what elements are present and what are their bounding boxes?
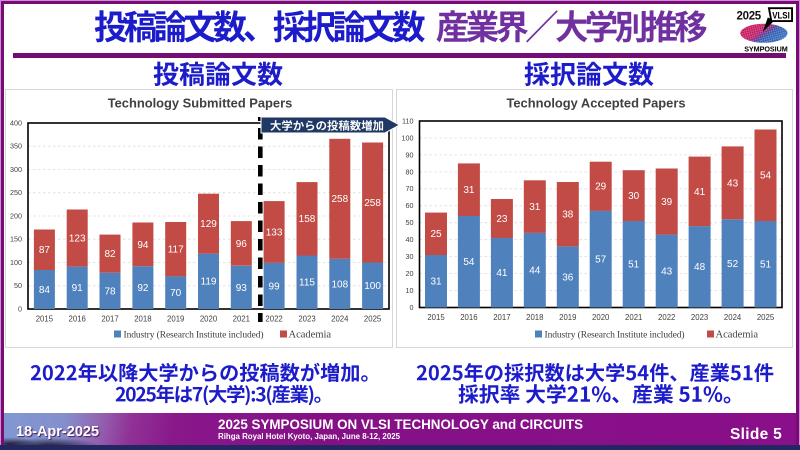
- svg-text:48: 48: [694, 262, 706, 273]
- svg-text:2017: 2017: [101, 315, 118, 324]
- svg-text:Industry (Research Institute i: Industry (Research Institute included): [545, 330, 685, 341]
- svg-text:52: 52: [727, 259, 739, 270]
- svg-text:23: 23: [496, 214, 508, 225]
- svg-text:2016: 2016: [460, 313, 477, 322]
- svg-text:29: 29: [595, 182, 607, 193]
- svg-text:10: 10: [406, 286, 414, 295]
- svg-text:94: 94: [137, 240, 149, 251]
- svg-text:20: 20: [406, 269, 414, 278]
- svg-text:2015: 2015: [427, 313, 445, 322]
- svg-text:133: 133: [266, 227, 283, 238]
- svg-text:87: 87: [39, 245, 51, 256]
- svg-text:108: 108: [331, 279, 348, 290]
- svg-text:2025: 2025: [364, 315, 382, 324]
- svg-text:2023: 2023: [298, 315, 315, 324]
- svg-text:100: 100: [364, 281, 381, 292]
- svg-text:2020: 2020: [592, 313, 610, 322]
- svg-text:92: 92: [137, 283, 149, 294]
- svg-text:25: 25: [430, 229, 442, 240]
- svg-text:50: 50: [406, 218, 414, 227]
- svg-text:78: 78: [104, 286, 116, 297]
- svg-text:119: 119: [201, 277, 217, 288]
- svg-text:41: 41: [496, 268, 508, 279]
- svg-text:96: 96: [236, 239, 248, 250]
- svg-text:43: 43: [661, 266, 673, 277]
- svg-text:84: 84: [39, 285, 51, 296]
- svg-text:70: 70: [170, 288, 182, 299]
- svg-text:2023: 2023: [691, 313, 708, 322]
- svg-text:250: 250: [10, 188, 22, 197]
- svg-text:36: 36: [562, 272, 574, 283]
- svg-text:100: 100: [402, 133, 414, 142]
- svg-text:129: 129: [200, 219, 217, 230]
- svg-text:31: 31: [430, 277, 442, 288]
- svg-text:258: 258: [331, 194, 348, 205]
- svg-text:2018: 2018: [134, 315, 151, 324]
- svg-text:54: 54: [463, 257, 475, 268]
- svg-text:41: 41: [694, 187, 706, 198]
- svg-text:2015: 2015: [36, 315, 54, 324]
- svg-text:99: 99: [269, 281, 281, 292]
- svg-text:2021: 2021: [233, 315, 250, 324]
- svg-text:2016: 2016: [69, 315, 86, 324]
- svg-text:2022: 2022: [658, 313, 675, 322]
- svg-text:Technology Accepted Papers: Technology Accepted Papers: [506, 96, 685, 111]
- svg-text:2025: 2025: [737, 10, 762, 22]
- svg-text:2019: 2019: [559, 313, 576, 322]
- svg-text:51: 51: [628, 260, 640, 271]
- svg-text:117: 117: [168, 245, 184, 256]
- svg-text:91: 91: [72, 283, 84, 294]
- svg-text:30: 30: [406, 252, 414, 261]
- svg-text:51: 51: [760, 260, 772, 271]
- svg-text:2021: 2021: [625, 313, 642, 322]
- svg-text:90: 90: [406, 150, 414, 159]
- svg-text:31: 31: [529, 202, 541, 213]
- svg-text:258: 258: [364, 198, 381, 209]
- svg-text:123: 123: [69, 234, 86, 245]
- svg-text:400: 400: [10, 118, 22, 127]
- svg-text:60: 60: [406, 201, 414, 210]
- svg-text:57: 57: [595, 255, 607, 266]
- svg-text:80: 80: [406, 167, 414, 176]
- svg-text:39: 39: [661, 197, 673, 208]
- svg-text:Academia: Academia: [289, 330, 332, 341]
- svg-text:93: 93: [236, 283, 248, 294]
- svg-text:43: 43: [727, 178, 739, 189]
- svg-text:44: 44: [529, 266, 541, 277]
- svg-text:2017: 2017: [493, 313, 510, 322]
- svg-text:SYMPOSIUM: SYMPOSIUM: [744, 45, 788, 54]
- svg-text:200: 200: [10, 211, 22, 220]
- svg-text:Technology Submitted Papers: Technology Submitted Papers: [108, 96, 293, 111]
- svg-text:54: 54: [760, 171, 772, 182]
- svg-text:VLSI: VLSI: [772, 10, 790, 21]
- svg-text:2024: 2024: [724, 313, 742, 322]
- svg-text:0: 0: [410, 303, 414, 312]
- svg-text:2024: 2024: [331, 315, 349, 324]
- svg-text:Industry (Research Institute i: Industry (Research Institute included): [124, 330, 264, 341]
- svg-text:30: 30: [628, 191, 640, 202]
- svg-text:31: 31: [463, 185, 475, 196]
- svg-text:110: 110: [402, 116, 413, 125]
- svg-text:40: 40: [406, 235, 414, 244]
- svg-text:115: 115: [299, 278, 315, 289]
- svg-text:158: 158: [299, 214, 316, 225]
- svg-text:2018: 2018: [526, 313, 543, 322]
- svg-text:150: 150: [10, 235, 22, 244]
- svg-text:300: 300: [10, 165, 22, 174]
- svg-text:2019: 2019: [167, 315, 184, 324]
- svg-text:70: 70: [406, 184, 414, 193]
- svg-text:50: 50: [14, 281, 22, 290]
- svg-text:38: 38: [562, 210, 574, 221]
- svg-text:2022: 2022: [265, 315, 282, 324]
- svg-text:2020: 2020: [200, 315, 218, 324]
- svg-text:0: 0: [18, 304, 22, 313]
- svg-text:2025: 2025: [757, 313, 775, 322]
- svg-text:350: 350: [10, 142, 22, 151]
- svg-text:82: 82: [104, 249, 116, 260]
- svg-text:100: 100: [10, 258, 22, 267]
- svg-text:Academia: Academia: [716, 330, 759, 341]
